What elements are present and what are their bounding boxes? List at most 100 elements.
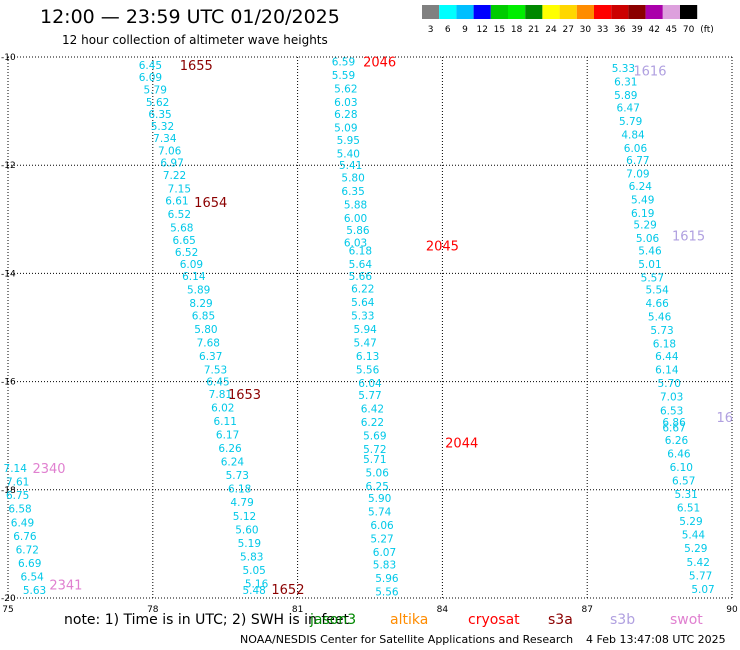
wave-height-value: 5.09 — [334, 122, 357, 134]
legend-label-21: 21 — [528, 25, 539, 35]
wave-height-value: 6.46 — [667, 449, 691, 461]
x-tick-label: 87 — [581, 605, 592, 615]
chart-title: 12:00 — 23:59 UTC 01/20/2025 — [40, 6, 340, 28]
x-tick-label: 81 — [292, 605, 303, 615]
wave-height-value: 6.61 — [165, 195, 188, 207]
wave-height-value: 7.09 — [626, 168, 649, 180]
chart-subtitle: 12 hour collection of altimeter wave hei… — [62, 33, 328, 47]
wave-height-value: 6.18 — [653, 339, 676, 351]
wave-height-value: 7.68 — [197, 338, 220, 350]
wave-height-value: 5.59 — [332, 70, 355, 82]
wave-height-value: 6.11 — [214, 416, 237, 428]
track-label-1652: 1652 — [271, 583, 304, 598]
wave-height-value: 6.59 — [332, 56, 355, 68]
track-label-2340: 2340 — [32, 462, 65, 477]
track-label-1655: 1655 — [180, 59, 213, 74]
wave-height-value: 5.73 — [650, 325, 673, 337]
wave-height-value: 5.90 — [368, 493, 391, 505]
legend-label-18: 18 — [511, 25, 523, 35]
wave-height-value: 6.52 — [168, 209, 191, 221]
wave-height-value: 5.77 — [689, 570, 712, 582]
wave-height-value: 5.80 — [341, 173, 364, 185]
wave-height-value: 5.41 — [339, 160, 362, 172]
wave-height-value: 6.13 — [356, 351, 379, 363]
legend-swatch-9 — [456, 5, 474, 19]
wave-height-value: 6.18 — [349, 246, 372, 258]
wave-height-value: 5.06 — [366, 467, 390, 479]
wave-height-value: 7.22 — [163, 170, 186, 182]
wave-height-value: 6.77 — [626, 155, 649, 167]
track-label-2045: 2045 — [426, 239, 459, 254]
track-label-1616: 1616 — [633, 65, 666, 80]
wave-height-value: 5.46 — [638, 246, 662, 258]
wave-height-value: 5.29 — [633, 220, 656, 232]
wave-height-value: 5.60 — [235, 524, 258, 536]
wave-height-value: 5.29 — [679, 516, 702, 528]
wave-height-value: 6.54 — [20, 571, 44, 583]
wave-height-value: 5.62 — [334, 83, 357, 95]
wave-height-value: 6.75 — [6, 490, 29, 502]
footer-credit: NOAA/NESDIS Center for Satellite Applica… — [240, 633, 574, 646]
wave-height-value: 6.52 — [175, 247, 198, 259]
legend-swatch-42 — [645, 5, 663, 19]
wave-height-value: 6.67 — [662, 423, 685, 435]
track-label-2341: 2341 — [49, 578, 82, 593]
wave-height-value: 6.85 — [192, 311, 215, 323]
wave-height-value: 6.18 — [228, 484, 251, 496]
wave-height-value: 6.22 — [351, 284, 374, 296]
legend-swatch-70 — [680, 5, 698, 19]
wave-height-value: 5.94 — [353, 324, 377, 336]
wave-height-value: 6.47 — [617, 102, 640, 114]
legend-unit: (ft) — [700, 25, 714, 35]
wave-height-value: 6.45 — [206, 377, 229, 389]
legend-label-42: 42 — [648, 25, 659, 35]
wave-height-value: 6.97 — [160, 157, 183, 169]
wave-height-value: 5.71 — [363, 454, 386, 466]
wave-height-value: 5.48 — [242, 585, 265, 597]
wave-height-value: 6.09 — [139, 72, 162, 84]
wave-height-value: 5.73 — [226, 470, 249, 482]
wave-height-value: 5.86 — [346, 225, 370, 237]
wave-height-value: 5.77 — [358, 390, 381, 402]
legend-swatch-24 — [542, 5, 560, 19]
wave-height-value: 6.24 — [629, 181, 653, 193]
wave-height-value: 5.79 — [619, 116, 642, 128]
wave-height-value: 5.44 — [682, 530, 706, 542]
x-tick-label: 78 — [147, 605, 159, 615]
footer-note: note: 1) Time is in UTC; 2) SWH is in fe… — [64, 612, 350, 628]
wave-height-value: 6.25 — [366, 481, 389, 493]
wave-height-value: 6.09 — [180, 259, 203, 271]
wave-height-value: 5.72 — [363, 444, 386, 456]
wave-height-value: 6.65 — [172, 235, 195, 247]
wave-height-value: 8.29 — [189, 298, 212, 310]
track-label-1654: 1654 — [194, 196, 227, 211]
wave-height-value: 5.05 — [242, 565, 265, 577]
legend-label-27: 27 — [562, 25, 573, 35]
wave-height-value: 5.89 — [614, 90, 637, 102]
wave-height-value: 6.19 — [631, 208, 654, 220]
legend-swatch-12 — [473, 5, 491, 19]
wave-height-value: 5.31 — [674, 489, 697, 501]
wave-height-value: 5.74 — [368, 506, 392, 518]
wave-height-value: 5.69 — [363, 431, 386, 443]
y-tick-label: -12 — [1, 161, 16, 171]
wave-height-value: 6.42 — [361, 404, 384, 416]
x-tick-label: 75 — [2, 605, 13, 615]
wave-height-value: 6.57 — [672, 476, 695, 488]
wave-height-value: 6.03 — [334, 97, 357, 109]
wave-height-value: 5.08 — [245, 597, 268, 609]
wave-height-value: 7.14 — [4, 463, 28, 475]
legend-swatch-36 — [611, 5, 629, 19]
wave-height-value: 5.64 — [349, 259, 373, 271]
wave-height-value: 7.53 — [204, 365, 227, 377]
wave-height-value: 6.49 — [11, 517, 34, 529]
wave-height-value: 5.01 — [638, 259, 661, 271]
legend-label-12: 12 — [476, 25, 487, 35]
wave-height-value: 5.40 — [375, 600, 398, 612]
wave-height-value: 6.14 — [182, 271, 206, 283]
wave-height-value: 6.02 — [211, 403, 234, 415]
wave-height-value: 6.86 — [662, 417, 686, 429]
wave-height-value: 6.26 — [218, 443, 242, 455]
wave-height-value: 5.54 — [645, 285, 669, 297]
